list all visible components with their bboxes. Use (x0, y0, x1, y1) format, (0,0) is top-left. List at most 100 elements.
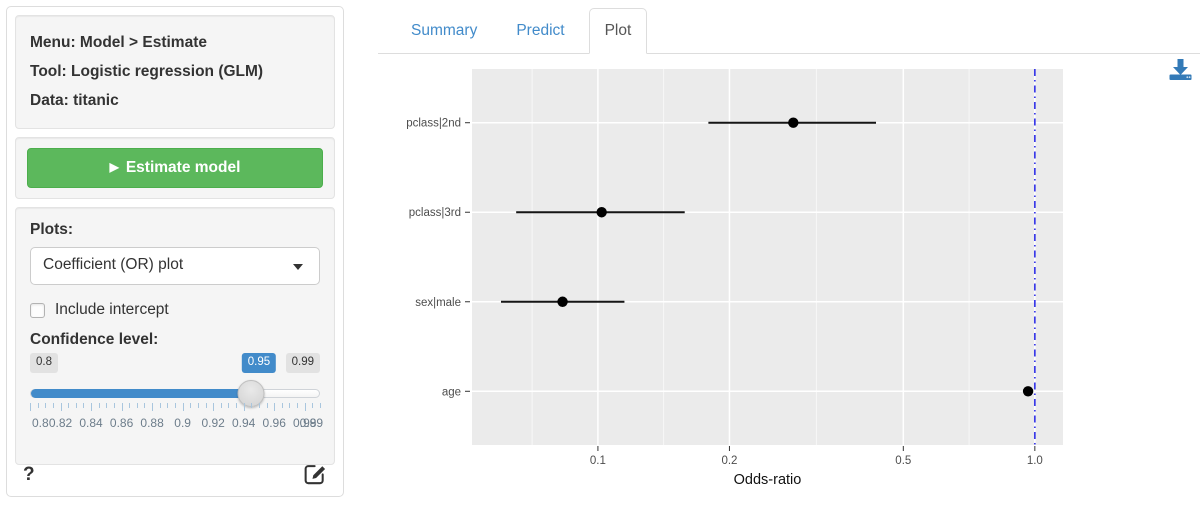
confidence-level-slider[interactable]: 0.8 0.99 0.95 0.8 0.82 0.84 0.86 0.88 0.9 0.92… (30, 353, 323, 453)
edit-icon (304, 464, 326, 484)
checkbox-box[interactable] (30, 302, 45, 318)
model-info-panel: Menu: Model > Estimate Tool: Logistic reg… (15, 15, 335, 129)
slider-tick (274, 403, 276, 411)
slider-tick (220, 403, 222, 408)
odds-ratio-point (596, 207, 607, 218)
slider-track[interactable] (30, 380, 320, 407)
slider-tick (91, 403, 93, 411)
slider-tick-label: 0.86 (109, 416, 134, 430)
download-plot-button[interactable] (1168, 58, 1193, 86)
odds-ratio-point (788, 117, 799, 128)
slider-tick (320, 403, 321, 408)
slider-tick (190, 403, 192, 408)
model-info-line: Data: titanic (30, 92, 119, 109)
slider-tick (182, 403, 184, 411)
slider-tick (197, 403, 199, 408)
coefficient-plot: pclass|2nd pclass|3rd sex|male age 0.1 0.2 0.5… (406, 69, 1063, 488)
x-axis-tick-label: 0.5 (895, 455, 911, 467)
slider-tick (129, 403, 131, 408)
slider-max-label: 0.99 (285, 353, 320, 373)
slider-tick (37, 403, 39, 408)
slider-tick (243, 403, 245, 411)
sidebar: Menu: Model > Estimate Tool: Logistic reg… (6, 6, 344, 497)
slider-tick (213, 403, 215, 411)
plot-type-selected-value: Coefficient (OR) plot (43, 256, 184, 273)
slider-current-value: 0.95 (241, 353, 277, 373)
slider-tick (144, 403, 146, 408)
slider-grid: 0.8 0.82 0.84 0.86 0.88 0.9 0.92 0.94 0.96 0.98 0.… (30, 403, 323, 443)
plot-controls-panel: Plots: Coefficient (OR) plot Include int… (15, 207, 335, 465)
slider-tick (236, 403, 238, 408)
x-axis-title: Odds-ratio (734, 472, 802, 488)
slider-tick (281, 403, 283, 408)
estimate-panel: ▶ Estimate model (15, 137, 335, 199)
slider-tick (136, 403, 138, 408)
slider-min-label: 0.8 (30, 353, 58, 373)
slider-tick (98, 403, 100, 408)
slider-tick (30, 403, 31, 411)
sidebar-footer: ? (23, 462, 327, 488)
model-info-line: Tool: Logistic regression (GLM) (30, 63, 264, 80)
slider-tick (75, 403, 77, 408)
slider-tick-label: 0.96 (262, 416, 286, 430)
slider-tick (60, 403, 62, 411)
plot-type-select[interactable]: Coefficient (OR) plot (30, 247, 320, 285)
slider-tick (52, 403, 54, 408)
slider-tick (106, 403, 108, 408)
x-axis-tick-label: 0.1 (590, 455, 606, 467)
play-icon: ▶ (109, 160, 119, 174)
tab-summary[interactable]: Summary (411, 22, 478, 39)
edit-report-button[interactable] (303, 461, 327, 490)
slider-tick (167, 403, 169, 408)
help-button[interactable]: ? (23, 464, 35, 485)
slider-tick-label: 0.94 (231, 416, 256, 430)
slider-tick-label: 0.98 (293, 416, 317, 430)
slider-tick (251, 403, 253, 408)
slider-tick-label: 0.92 (201, 416, 225, 430)
slider-tick (83, 403, 85, 408)
tab-predict[interactable]: Predict (516, 22, 565, 39)
model-info-line: Menu: Model > Estimate (30, 34, 207, 51)
slider-tick-label: 0.82 (48, 416, 73, 430)
x-axis-tick-label: 0.2 (721, 455, 737, 467)
slider-tick (228, 403, 230, 408)
slider-tick (312, 403, 314, 408)
y-axis-label: age (442, 386, 461, 398)
tab-plot[interactable]: Plot (588, 8, 648, 54)
plot-container: pclass|2nd pclass|3rd sex|male age 0.1 0.2 0.5… (378, 54, 1200, 504)
odds-ratio-point (1022, 386, 1034, 397)
include-intercept-label: Include intercept (55, 301, 169, 318)
slider-tick-label: 0.9 (174, 416, 191, 430)
slider-tick-label: 0.99 (299, 416, 323, 430)
confidence-level-label: Confidence level: (30, 331, 159, 348)
y-axis-label: sex|male (415, 297, 461, 309)
estimate-model-button[interactable]: ▶ Estimate model (27, 148, 323, 188)
y-axis-label: pclass|2nd (406, 118, 461, 130)
download-icon (1169, 59, 1192, 80)
tab-bar: Summary Predict Plot (378, 0, 1200, 54)
slider-tick (152, 403, 154, 411)
y-axis-label: pclass|3rd (409, 207, 461, 219)
slider-tick (297, 403, 299, 408)
slider-tick (175, 403, 176, 408)
slider-fill (31, 389, 251, 398)
slider-handle[interactable] (237, 380, 265, 407)
slider-tick-label: 0.84 (79, 416, 103, 430)
slider-tick (45, 403, 47, 408)
include-intercept-checkbox[interactable]: Include intercept (30, 301, 320, 319)
slider-tick (113, 403, 115, 408)
x-axis-tick-label: 1.0 (1027, 455, 1043, 467)
slider-tick (258, 403, 260, 408)
slider-tick (289, 403, 291, 408)
slider-tick (121, 403, 123, 411)
odds-ratio-point (557, 296, 568, 307)
slider-tick-label: 0.8 (32, 416, 49, 430)
slider-tick (266, 403, 268, 408)
estimate-model-label: Estimate model (125, 159, 241, 176)
slider-tick (205, 403, 207, 408)
main-content: Summary Predict Plot pclass|2nd pclass|3rd s… (378, 0, 1200, 504)
slider-tick-label: 0.88 (140, 416, 164, 430)
plots-label: Plots: (30, 221, 74, 238)
slider-tick (304, 403, 306, 411)
plot-panel (472, 69, 1063, 445)
